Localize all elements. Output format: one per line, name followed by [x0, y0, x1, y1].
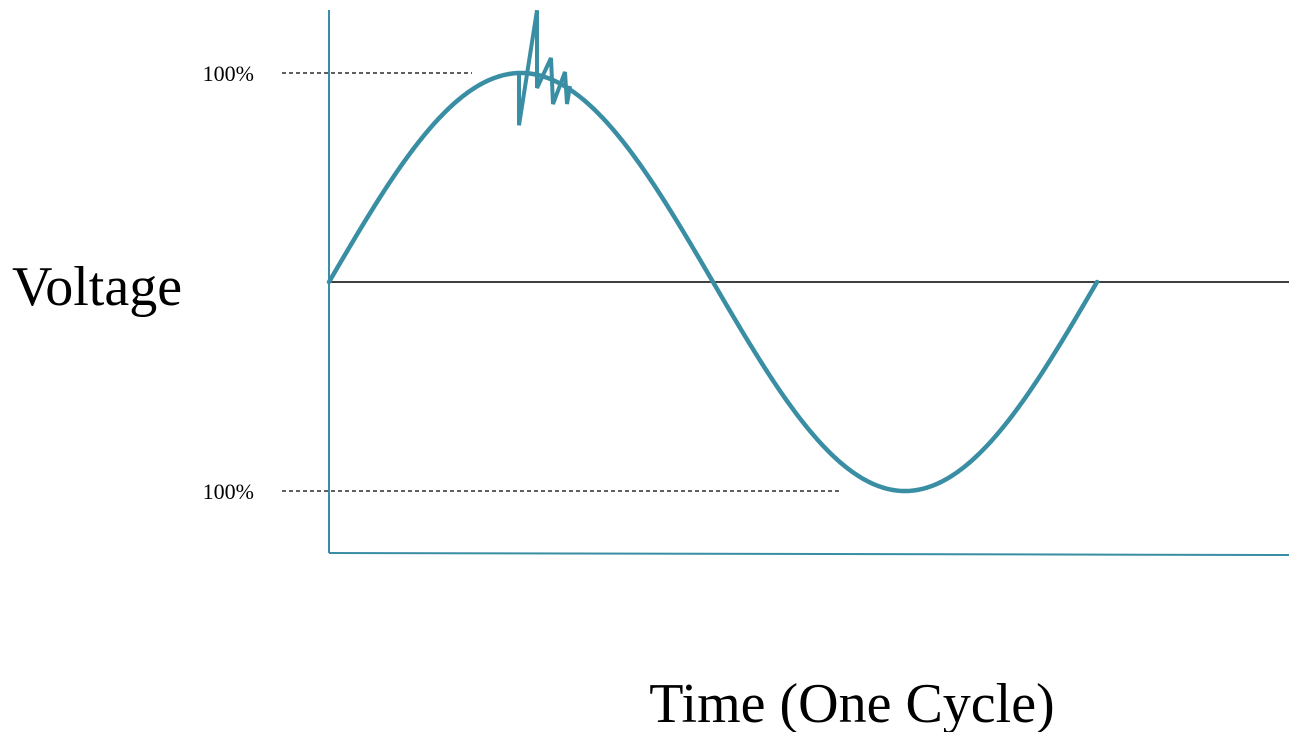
- lower-reference-label: 100%: [203, 479, 254, 504]
- upper-reference-label: 100%: [203, 61, 254, 86]
- x-axis-line: [328, 552, 1289, 556]
- x-axis-label: Time (One Cycle): [649, 673, 1054, 732]
- voltage-transient-spike: [517, 9, 572, 126]
- y-axis-label: Voltage: [12, 256, 182, 318]
- voltage-sine-wave: [326, 70, 1100, 494]
